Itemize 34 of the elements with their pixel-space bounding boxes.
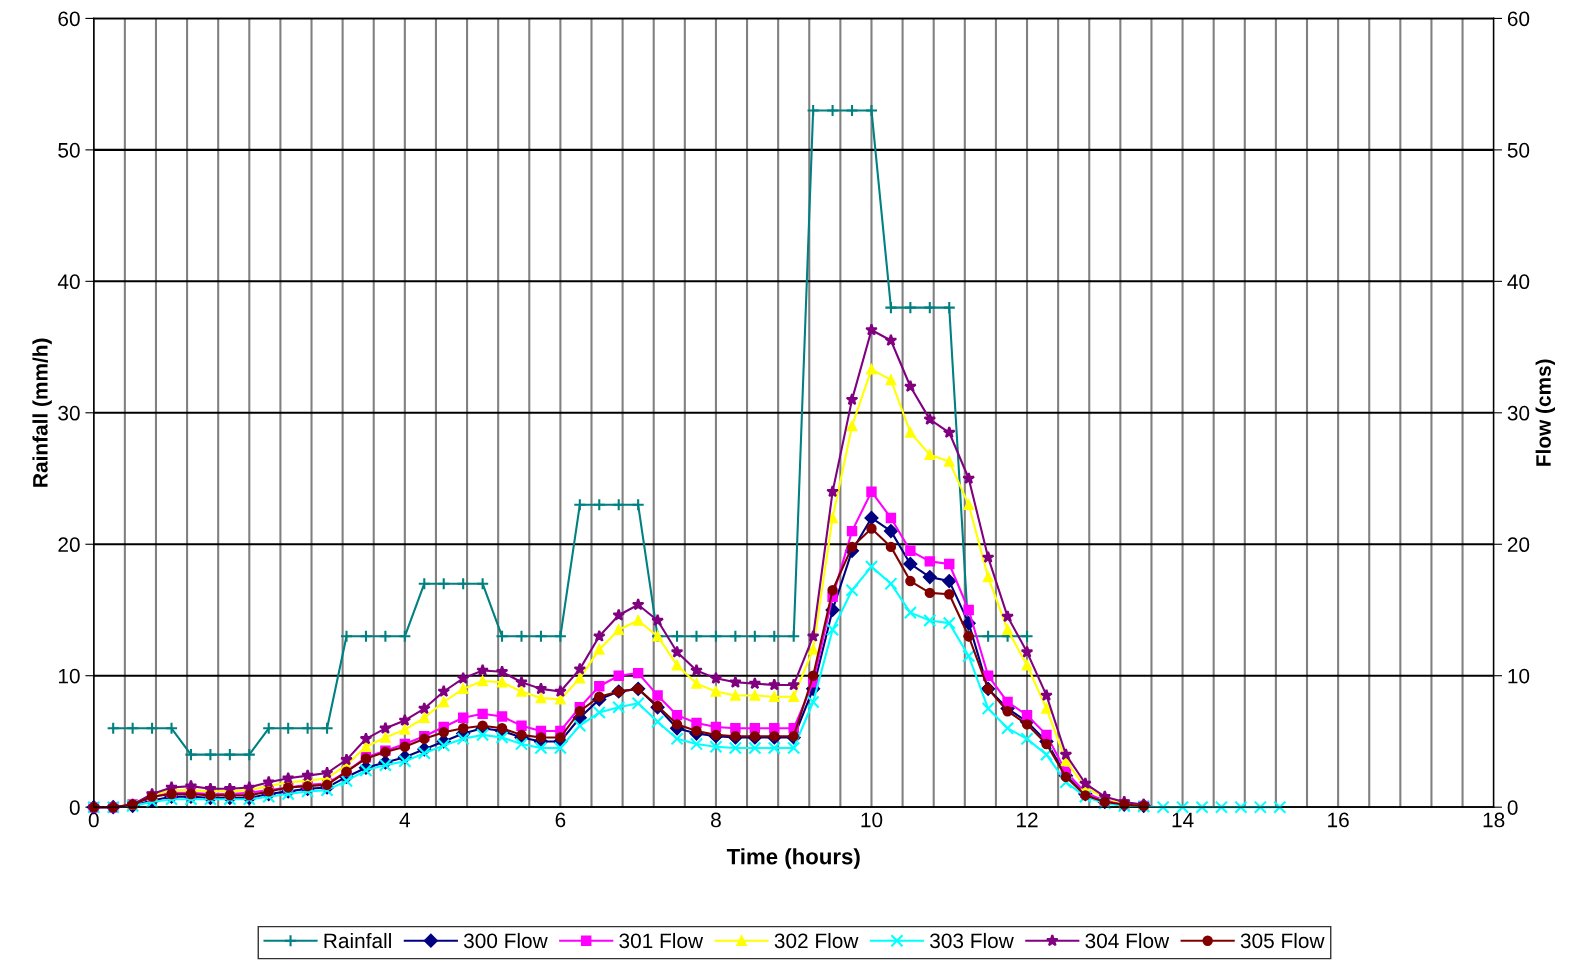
x-tick-label: 16 xyxy=(1328,812,1349,828)
y2-tick-label: 40 xyxy=(1507,274,1530,290)
y-tick-label: 0 xyxy=(69,800,80,815)
y-tick-label: 30 xyxy=(58,405,80,421)
x-tick-label: 4 xyxy=(399,812,411,828)
legend-label: 304 Flow xyxy=(1085,932,1170,949)
x-axis-title: Time (hours) xyxy=(726,848,860,869)
x-tick-label: 14 xyxy=(1172,812,1194,828)
legend-label: 305 Flow xyxy=(1240,932,1325,949)
y2-tick-label: 10 xyxy=(1508,668,1530,684)
y2-axis-title: Flow (cms) xyxy=(1535,359,1555,466)
y-tick-label: 50 xyxy=(58,142,80,158)
y2-tick-label: 50 xyxy=(1507,142,1530,158)
x-tick-label: 18 xyxy=(1483,812,1505,828)
x-tick-label: 12 xyxy=(1017,812,1038,828)
x-tick-label: 10 xyxy=(861,812,883,828)
y-tick-label: 20 xyxy=(58,537,80,553)
legend-label: 303 Flow xyxy=(930,932,1014,949)
y2-tick-label: 60 xyxy=(1507,11,1530,27)
legend-label: 301 Flow xyxy=(619,932,704,949)
x-tick-label: 2 xyxy=(244,812,255,828)
legend-label: Rainfall xyxy=(324,932,391,949)
y2-tick-label: 0 xyxy=(1507,800,1518,815)
y-tick-label: 40 xyxy=(57,274,80,290)
y-axis-title: Rainfall (mm/h) xyxy=(32,338,52,487)
x-tick-label: 6 xyxy=(555,812,566,828)
x-tick-label: 0 xyxy=(88,812,99,828)
y-tick-label: 60 xyxy=(58,11,80,27)
y2-tick-label: 20 xyxy=(1507,537,1530,553)
legend-label: 302 Flow xyxy=(774,932,859,949)
y-tick-label: 10 xyxy=(58,668,80,684)
x-tick-label: 8 xyxy=(711,812,721,828)
y2-tick-label: 30 xyxy=(1507,405,1530,421)
legend-label: 300 Flow xyxy=(463,932,548,949)
